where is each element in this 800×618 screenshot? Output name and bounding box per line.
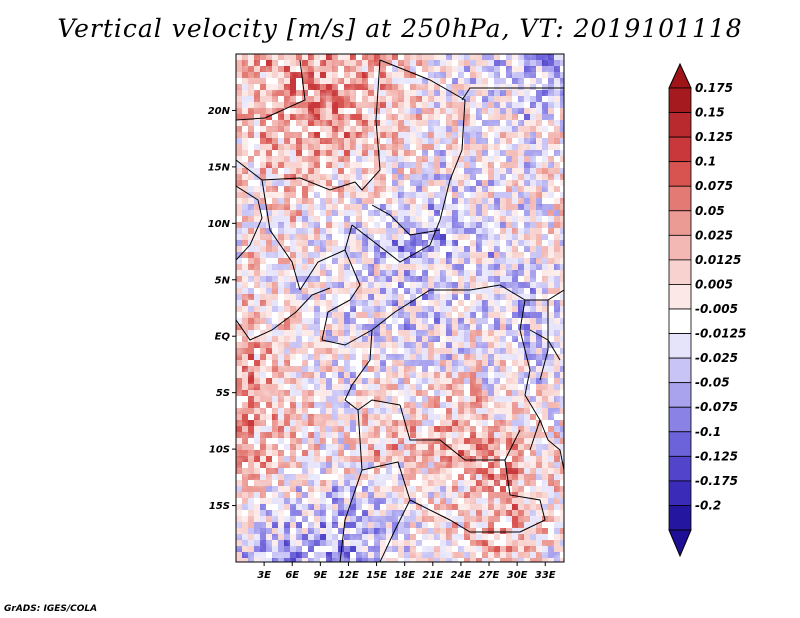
colorbar-swatch xyxy=(668,87,692,113)
colorbar-level-label: -0.1 xyxy=(695,425,721,439)
colorbar-level-label: -0.025 xyxy=(695,351,738,365)
lat-tick-label: 15N xyxy=(208,162,231,173)
colorbar-swatch xyxy=(668,136,692,163)
colorbar-swatch xyxy=(668,308,692,334)
colorbar-bottom-triangle xyxy=(668,529,692,558)
lat-tick-label: 15S xyxy=(209,501,230,512)
colorbar-level-label: 0.025 xyxy=(695,228,733,242)
colorbar-swatch xyxy=(668,161,692,187)
latitude-axis: 20N 15N 10N 5N EQ 5S 10S 15S xyxy=(208,106,236,512)
colorbar-level-label: 0.125 xyxy=(695,130,733,144)
colorbar-level-label: -0.0125 xyxy=(695,327,746,341)
lon-tick-label: 33E xyxy=(535,570,556,581)
colorbar-level-label: 0.1 xyxy=(695,155,716,169)
colorbar-swatch xyxy=(668,259,692,285)
colorbar-swatch xyxy=(668,234,692,261)
lat-tick-label: 10S xyxy=(209,445,230,456)
lon-tick-label: 6E xyxy=(285,570,299,581)
lon-tick-label: 15E xyxy=(366,570,387,581)
lon-tick-label: 27E xyxy=(479,570,500,581)
country-borders xyxy=(236,59,564,562)
colorbar-swatch xyxy=(668,357,692,384)
colorbar-swatch xyxy=(668,505,692,531)
colorbar-level-label: -0.2 xyxy=(695,498,721,512)
colorbar-swatch xyxy=(668,406,692,433)
colorbar: 0.175 0.15 0.125 0.1 0.075 0.05 0.025 0.0125 0.0… xyxy=(668,62,746,558)
colorbar-level-label: 0.05 xyxy=(695,204,725,218)
colorbar-swatch xyxy=(668,382,692,408)
colorbar-swatch xyxy=(668,210,692,236)
map-title: Vertical velocity [m/s] at 250hPa, VT: 2… xyxy=(57,14,743,43)
colorbar-level-label: -0.05 xyxy=(695,376,730,390)
velocity-field xyxy=(236,54,564,562)
colorbar-level-label: 0.075 xyxy=(695,179,733,193)
lat-tick-label: EQ xyxy=(215,332,231,343)
colorbar-swatch xyxy=(668,431,692,457)
lon-tick-label: 9E xyxy=(313,570,327,581)
colorbar-level-label: -0.125 xyxy=(695,449,738,463)
colorbar-level-label: 0.005 xyxy=(695,277,733,291)
colorbar-swatch xyxy=(668,284,692,310)
lat-tick-label: 10N xyxy=(208,219,231,230)
lon-tick-label: 21E xyxy=(422,570,443,581)
lat-tick-label: 5S xyxy=(216,388,230,399)
map-frame xyxy=(235,53,565,563)
lat-tick-label: 20N xyxy=(208,106,231,117)
colorbar-swatch xyxy=(668,185,692,212)
colorbar-swatch xyxy=(668,333,692,359)
colorbar-level-label: 0.0125 xyxy=(695,253,741,267)
lon-tick-label: 12E xyxy=(338,570,359,581)
colorbar-level-label: -0.175 xyxy=(695,474,738,488)
colorbar-top-triangle xyxy=(668,62,692,89)
colorbar-swatch xyxy=(668,480,692,506)
lon-tick-label: 3E xyxy=(257,570,271,581)
longitude-axis: 3E 6E 9E 12E 15E 18E 21E 24E 27E 30E 33E xyxy=(257,562,556,581)
lat-tick-label: 5N xyxy=(215,275,231,286)
colorbar-level-label: -0.005 xyxy=(695,302,738,316)
lon-tick-label: 30E xyxy=(507,570,528,581)
colorbar-swatch xyxy=(668,455,692,482)
colorbar-level-label: 0.175 xyxy=(695,81,733,95)
colorbar-level-label: -0.075 xyxy=(695,400,738,414)
grads-credit: GrADS: IGES/COLA xyxy=(4,604,98,614)
lon-tick-label: 24E xyxy=(451,570,472,581)
colorbar-swatch xyxy=(668,112,692,138)
lon-tick-label: 18E xyxy=(394,570,415,581)
colorbar-level-label: 0.15 xyxy=(695,106,725,120)
